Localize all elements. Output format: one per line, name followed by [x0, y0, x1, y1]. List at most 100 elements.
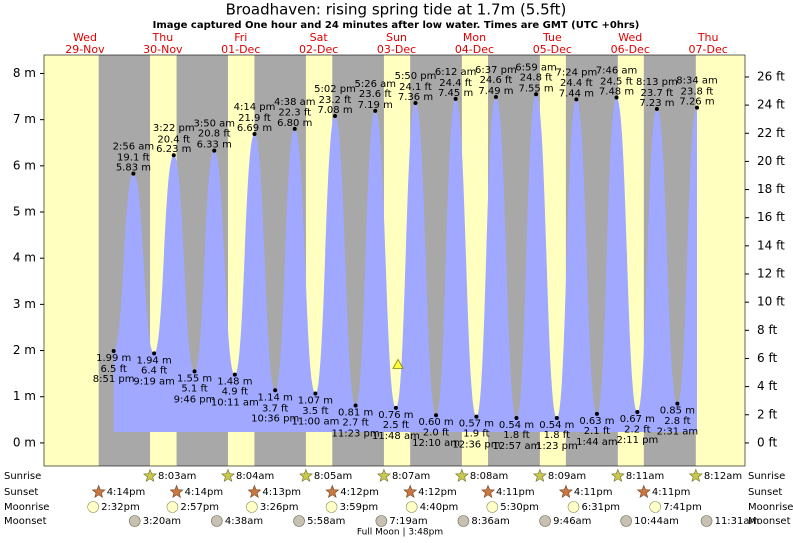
time-label: 5:50 pm: [395, 71, 437, 82]
sunrise-icon: [143, 468, 157, 482]
sunset-time: 4:12pm: [418, 487, 457, 498]
time-label: 6:12 am: [435, 67, 477, 78]
time-label: 8:13 pm: [636, 77, 678, 88]
m-label: 5.83 m: [116, 163, 151, 174]
sunrise-icon: [688, 468, 703, 482]
ft-label: 24.4 ft: [439, 78, 472, 89]
y2-tick-label: 4 ft: [757, 379, 777, 393]
m-label: 0.54 m: [539, 420, 574, 431]
chart-subtitle: Image captured One hour and 24 minutes a…: [153, 20, 640, 31]
date: 06-Dec: [611, 43, 650, 56]
y-tick-label: 8 m: [13, 66, 36, 80]
row-label: Moonset: [4, 516, 47, 527]
moonset-icon: [128, 515, 141, 527]
extreme-dot: [332, 113, 337, 118]
m-label: 6.23 m: [156, 144, 191, 155]
extreme-dot: [675, 401, 680, 406]
extreme-dot: [413, 101, 418, 106]
weekday: Thu: [697, 31, 719, 44]
date: 01-Dec: [221, 43, 260, 56]
ft-label: 24.5 ft: [600, 77, 633, 88]
weekday: Wed: [618, 31, 642, 44]
weekday: Tue: [542, 31, 562, 44]
m-label: 0.57 m: [459, 419, 494, 430]
extreme-dot: [695, 105, 700, 110]
sunrise-time: 8:12am: [704, 471, 742, 482]
moonrise-icon: [166, 501, 179, 513]
m-label: 0.81 m: [338, 408, 373, 419]
m-label: 0.63 m: [579, 416, 614, 427]
sunrise-icon: [221, 468, 235, 482]
moonset-icon: [457, 515, 470, 527]
moonset-icon: [539, 515, 551, 527]
time-label: 7:24 pm: [556, 67, 598, 78]
time-label: 11:48 am: [372, 431, 420, 442]
ft-label: 20.4 ft: [157, 134, 190, 145]
date: 03-Dec: [377, 43, 416, 56]
sunset-icon: [558, 484, 573, 498]
sunrise-time: 8:09am: [548, 471, 586, 482]
m-label: 7.36 m: [398, 92, 433, 103]
sunrise-icon: [377, 468, 391, 482]
sunset-time: 4:13pm: [262, 487, 301, 498]
moonset-time: 11:31am: [715, 516, 760, 527]
ft-label: 1.9 ft: [463, 429, 489, 440]
m-label: 6.33 m: [197, 140, 232, 151]
time-label: 2:31 am: [657, 427, 699, 438]
m-label: 0.76 m: [378, 410, 413, 421]
time-label: 12:36 pm: [452, 440, 500, 451]
y-tick-label: 2 m: [13, 343, 36, 357]
sunset-time: 4:12pm: [340, 487, 379, 498]
sunset-icon: [247, 484, 262, 498]
extreme-dot: [373, 108, 378, 113]
date: 29-Nov: [65, 43, 105, 56]
m-label: 1.48 m: [217, 377, 252, 388]
row-label: Moonset: [748, 516, 791, 527]
time-label: 11:00 am: [291, 416, 339, 427]
time-label: 1:44 am: [576, 437, 618, 448]
ft-label: 21.9 ft: [238, 113, 271, 124]
moonrise-time: 5:30pm: [500, 502, 539, 513]
ft-label: 24.8 ft: [520, 72, 553, 83]
weekday: Mon: [463, 31, 486, 44]
y-tick-label: 6 m: [13, 158, 36, 172]
y2-tick-label: 16 ft: [757, 210, 785, 224]
extreme-dot: [252, 131, 257, 136]
ft-label: 4.9 ft: [222, 386, 248, 397]
extreme-dot: [131, 171, 136, 176]
m-label: 7.08 m: [317, 105, 352, 116]
m-label: 7.26 m: [679, 97, 714, 108]
sunset-time: 4:11pm: [496, 487, 535, 498]
sunrise-icon: [532, 468, 547, 482]
ft-label: 22.3 ft: [278, 108, 311, 119]
chart-title: Broadhaven: rising spring tide at 1.7m (…: [226, 1, 567, 19]
sunset-icon: [169, 484, 184, 498]
moonrise-time: 6:31pm: [582, 502, 621, 513]
sunrise-time: 8:05am: [314, 471, 352, 482]
sunrise-icon: [299, 468, 313, 482]
sunrise-icon: [610, 468, 625, 482]
extreme-dot: [614, 95, 619, 100]
sunset-icon: [91, 484, 106, 498]
ft-label: 2.7 ft: [342, 417, 368, 428]
m-label: 1.94 m: [137, 355, 172, 366]
time-label: 4:38 am: [274, 97, 316, 108]
sunset-icon: [481, 484, 495, 498]
row-label: Moonrise: [748, 502, 793, 513]
y2-tick-label: 20 ft: [757, 154, 785, 168]
y2-tick-label: 26 ft: [757, 69, 785, 83]
moonrise-time: 2:32pm: [101, 502, 140, 513]
row-label: Sunrise: [4, 471, 41, 482]
extreme-dot: [434, 413, 439, 418]
time-label: 9:19 am: [133, 376, 175, 387]
m-label: 1.07 m: [298, 395, 333, 406]
ft-label: 24.1 ft: [399, 82, 432, 93]
row-label: Sunset: [4, 487, 38, 498]
moonrise-icon: [87, 501, 99, 513]
ft-label: 2.1 ft: [584, 426, 610, 437]
moonset-time: 10:44am: [634, 516, 679, 527]
moonrise-time: 4:40pm: [420, 502, 459, 513]
ft-label: 2.2 ft: [624, 424, 650, 435]
